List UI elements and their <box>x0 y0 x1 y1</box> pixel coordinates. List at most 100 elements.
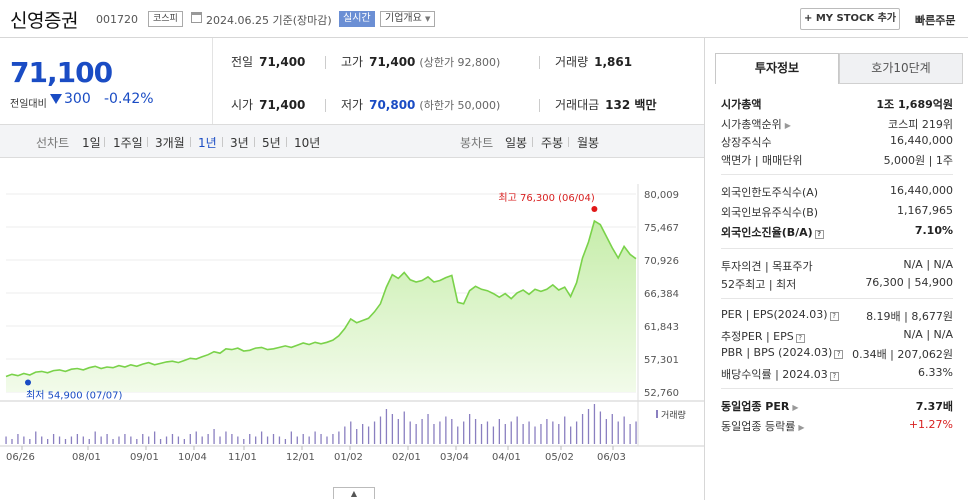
volume-bar <box>522 424 524 444</box>
tab-investment-info[interactable]: 투자정보 <box>715 53 839 84</box>
realtime-button[interactable]: 실시간 <box>339 11 375 27</box>
info-row-label: 동일업종 등락률 ▶ <box>721 420 805 433</box>
chevron-up-icon: ▲ <box>350 489 358 498</box>
y-tick-label: 80,009 <box>644 190 679 201</box>
volume-bar <box>219 436 221 444</box>
price-change-value: 300 <box>64 91 91 107</box>
help-icon[interactable]: ? <box>829 372 839 381</box>
candle-weekly[interactable]: 주봉 <box>541 136 564 150</box>
info-row: 외국인한도주식수(A) 16,440,000 <box>721 184 953 202</box>
stat-low: 저가 70,800 (하한가 50,000) <box>341 98 501 112</box>
volume-bar <box>225 431 227 444</box>
period-10y[interactable]: 10년 <box>294 136 321 150</box>
tab-order-book[interactable]: 호가10단계 <box>839 53 963 84</box>
stat-prev: 전일 71,400 <box>231 55 306 69</box>
info-row[interactable]: 동일업종 PER ▶ 7.37배 <box>721 398 953 416</box>
volume-bar <box>373 421 376 444</box>
volume-bar <box>94 431 96 444</box>
info-row[interactable]: 추정PER | EPS? N/A | N/A <box>721 328 953 346</box>
volume-bar <box>635 421 637 444</box>
volume-bar <box>11 439 13 444</box>
volume-bar <box>427 414 429 444</box>
candle-monthly[interactable]: 월봉 <box>577 136 600 150</box>
period-1d[interactable]: 1일 <box>82 136 101 150</box>
info-row-value: N/A | N/A <box>903 258 953 271</box>
volume-bar <box>302 434 304 444</box>
info-row-label: 시가총액 <box>721 98 762 111</box>
row-divider <box>721 174 953 175</box>
volume-bar <box>284 439 287 444</box>
volume-bar <box>504 424 506 444</box>
volume-bar <box>266 436 269 444</box>
volume-bar <box>326 436 328 444</box>
info-row[interactable]: 외국인소진율(B/A)? 7.10% <box>721 224 953 242</box>
low-marker <box>25 379 31 386</box>
info-row-label: 추정PER | EPS? <box>721 328 805 344</box>
volume-bar <box>409 421 411 444</box>
period-1y[interactable]: 1년 <box>198 136 217 150</box>
info-row-value: 8.19배 | 8,677원 <box>866 310 953 323</box>
x-tick-label: 08/01 <box>72 452 101 463</box>
x-tick-label: 04/01 <box>492 452 521 463</box>
info-row: 액면가 | 매매단위 5,000원 | 1주 <box>721 152 953 170</box>
volume-bar <box>136 439 138 444</box>
volume-bar <box>564 416 566 444</box>
investment-info-panel: 투자정보 호가10단계 시가총액 1조 1,689억원 시가총액순위 ▶ 코스피 219… <box>704 38 968 500</box>
volume-bar <box>207 434 209 444</box>
info-row: 투자의견 | 목표주가 N/A | N/A <box>721 258 953 276</box>
info-row[interactable]: 배당수익률 | 2024.03? 6.33% <box>721 366 953 384</box>
info-row[interactable]: PER | EPS(2024.03)? 8.19배 | 8,677원 <box>721 308 953 326</box>
help-icon[interactable]: ? <box>795 334 805 343</box>
volume-bar <box>237 436 239 444</box>
help-icon[interactable]: ? <box>829 312 839 321</box>
chart-collapse-button[interactable]: ▲ <box>333 487 375 499</box>
x-tick-label: 05/02 <box>545 452 574 463</box>
divider <box>325 56 326 69</box>
help-icon[interactable]: ? <box>834 350 844 359</box>
volume-bar <box>575 421 578 444</box>
chevron-right-icon: ▶ <box>792 403 799 412</box>
volume-bar <box>314 431 316 444</box>
info-row-value: 7.10% <box>914 224 953 237</box>
period-3y[interactable]: 3년 <box>230 136 249 150</box>
volume-bar <box>88 439 90 444</box>
info-row-value: 5,000원 | 1주 <box>883 154 953 167</box>
base-date: 2024.06.25 기준(장마감) <box>206 14 332 27</box>
volume-bar <box>391 414 394 444</box>
stat-high: 고가 71,400 (상한가 92,800) <box>341 55 501 69</box>
price-change: 300 <box>50 91 91 107</box>
candle-daily[interactable]: 일봉 <box>505 136 528 150</box>
volume-bar <box>623 416 625 444</box>
period-5y[interactable]: 5년 <box>262 136 281 150</box>
period-1w[interactable]: 1주일 <box>113 136 143 150</box>
volume-bar <box>540 424 542 444</box>
company-overview-dropdown[interactable]: 기업개요 ▼ <box>380 11 436 27</box>
volume-bar <box>201 436 203 444</box>
volume-bar <box>148 436 150 444</box>
volume-bar <box>130 436 132 444</box>
info-row: 52주최고 | 최저 76,300 | 54,900 <box>721 276 953 294</box>
volume-bar <box>23 436 25 444</box>
info-row[interactable]: PBR | BPS (2024.03)? 0.34배 | 207,062원 <box>721 346 953 364</box>
volume-bar <box>498 419 501 444</box>
y-tick-label: 61,843 <box>644 322 679 333</box>
volume-bar <box>320 434 322 444</box>
volume-legend-label: 거래량 <box>661 409 686 421</box>
stock-code: 001720 <box>96 13 138 26</box>
price-change-percent: -0.42% <box>104 91 154 107</box>
volume-bar <box>183 439 186 444</box>
quick-order-button[interactable]: 빠른주문 <box>915 12 955 28</box>
volume-bar <box>367 426 370 444</box>
volume-bar <box>570 426 572 444</box>
info-row[interactable]: 동일업종 등락률 ▶ +1.27% <box>721 418 953 436</box>
change-label: 전일대비 <box>10 99 47 110</box>
x-tick-label: 02/01 <box>392 452 421 463</box>
help-icon[interactable]: ? <box>814 230 824 239</box>
divider <box>532 137 533 147</box>
info-row[interactable]: 시가총액순위 ▶ 코스피 219위 <box>721 116 953 134</box>
add-my-stock-button[interactable]: + MY STOCK 추가 <box>800 8 900 30</box>
calendar-icon <box>191 12 202 23</box>
volume-bar <box>47 439 49 444</box>
volume-bar <box>153 431 156 444</box>
period-3m[interactable]: 3개월 <box>155 136 185 150</box>
